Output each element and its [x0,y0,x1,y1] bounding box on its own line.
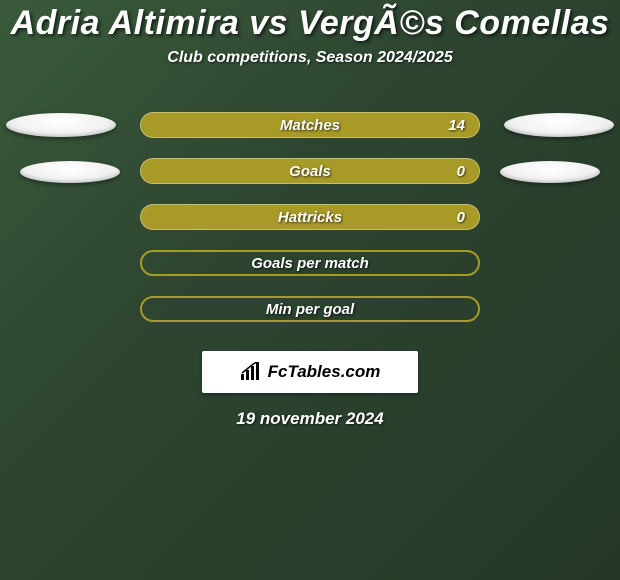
stat-label: Goals per match [251,255,369,272]
stat-row-goals-per-match: Goals per match [0,241,620,287]
stat-bar: Goals per match [140,250,480,276]
stat-bar: Hattricks 0 [140,204,480,230]
stat-bar: Matches 14 [140,112,480,138]
player2-avatar-placeholder [504,113,614,137]
stat-row-goals: Goals 0 [0,149,620,195]
stat-label: Min per goal [266,301,354,318]
stat-value: 0 [457,163,465,180]
stat-bar: Min per goal [140,296,480,322]
date-text: 19 november 2024 [0,409,620,429]
stat-row-matches: Matches 14 [0,103,620,149]
player1-avatar-placeholder [20,161,120,183]
stat-value: 14 [448,117,465,134]
stat-label: Goals [289,163,331,180]
stats-card: Adria Altimira vs VergÃ©s Comellas Club … [0,0,620,580]
barchart-icon [240,362,262,382]
stat-row-hattricks: Hattricks 0 [0,195,620,241]
brand-text: FcTables.com [268,362,381,382]
stat-value: 0 [457,209,465,226]
stat-label: Hattricks [278,209,342,226]
page-title: Adria Altimira vs VergÃ©s Comellas [0,0,620,43]
stat-rows: Matches 14 Goals 0 Hattricks 0 Goals per… [0,103,620,333]
player2-avatar-placeholder [500,161,600,183]
stat-label: Matches [280,117,340,134]
brand-badge: FcTables.com [202,351,418,393]
stat-bar: Goals 0 [140,158,480,184]
stat-row-min-per-goal: Min per goal [0,287,620,333]
page-subtitle: Club competitions, Season 2024/2025 [0,49,620,67]
player1-avatar-placeholder [6,113,116,137]
